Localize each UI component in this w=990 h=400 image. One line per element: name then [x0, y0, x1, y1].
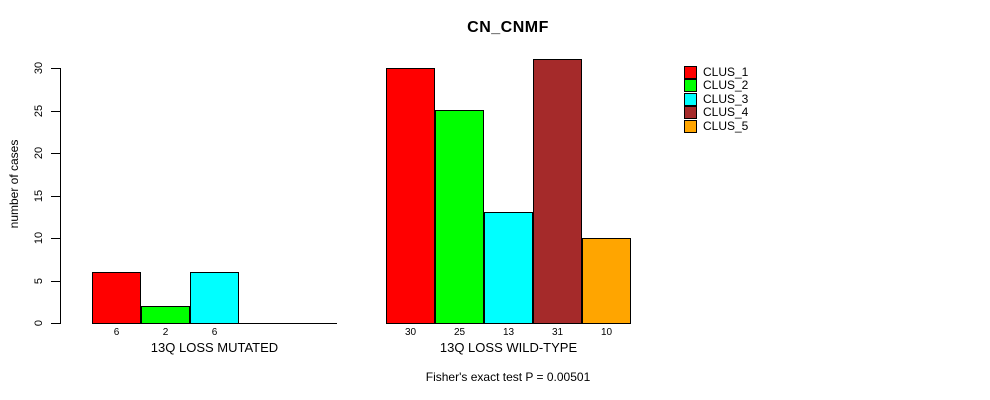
bar-value-label: 31 — [551, 327, 564, 338]
y-tick-label: 15 — [33, 189, 45, 203]
y-tick-label: 25 — [33, 104, 45, 118]
legend-swatch-clus_1 — [684, 66, 697, 79]
bar-clus_2 — [141, 306, 190, 324]
fisher-test-annotation: Fisher's exact test P = 0.00501 — [425, 370, 591, 384]
legend-label: CLUS_2 — [703, 78, 749, 92]
legend-swatch-clus_5 — [684, 120, 697, 133]
bar-clus_3 — [484, 212, 533, 324]
bar-value-label: 13 — [502, 327, 515, 338]
y-tick — [51, 196, 61, 197]
legend-swatch-clus_2 — [684, 79, 697, 92]
y-tick — [51, 238, 61, 239]
y-tick — [51, 111, 61, 112]
bar-value-label: 25 — [453, 327, 466, 338]
legend-label: CLUS_4 — [703, 105, 749, 119]
y-tick-label: 0 — [33, 319, 45, 327]
legend-swatch-clus_4 — [684, 106, 697, 119]
legend-label: CLUS_5 — [703, 119, 749, 133]
legend-label: CLUS_1 — [703, 65, 749, 79]
y-tick-label: 20 — [33, 146, 45, 160]
y-tick-label: 10 — [33, 231, 45, 245]
y-axis-label: number of cases — [7, 139, 21, 229]
y-tick — [51, 68, 61, 69]
bar-clus_4 — [533, 59, 582, 324]
legend-label: CLUS_3 — [703, 92, 749, 106]
group-label: 13Q LOSS MUTATED — [150, 340, 279, 355]
bar-clus_1 — [92, 272, 141, 324]
legend-swatch-clus_3 — [684, 93, 697, 106]
bar-value-label: 10 — [600, 327, 613, 338]
bar-clus_2 — [435, 110, 484, 324]
y-tick — [51, 281, 61, 282]
y-tick-label: 5 — [33, 277, 45, 285]
y-tick — [51, 323, 61, 324]
bar-value-label: 6 — [113, 327, 120, 338]
bar-clus_3 — [190, 272, 239, 324]
chart-title: CN_CNMF — [467, 19, 549, 36]
y-tick-label: 30 — [33, 61, 45, 75]
bar-value-label: 6 — [211, 327, 218, 338]
bar-clus_5 — [582, 238, 631, 324]
y-tick — [51, 153, 61, 154]
bar-value-label: 30 — [404, 327, 417, 338]
bar-clus_1 — [386, 68, 435, 324]
bar-value-label: 2 — [162, 327, 169, 338]
group-label: 13Q LOSS WILD-TYPE — [439, 340, 578, 355]
